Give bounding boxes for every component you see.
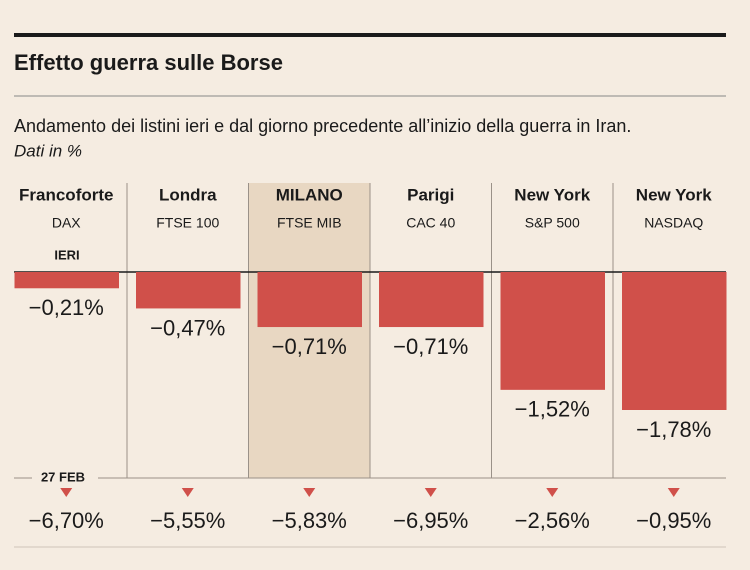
series-label-bg bbox=[32, 470, 98, 486]
value-label: −1,52% bbox=[515, 397, 590, 422]
category-label: Francoforte bbox=[19, 185, 113, 204]
bar bbox=[136, 272, 241, 309]
series-label: 27 FEB bbox=[41, 469, 85, 484]
series-label: IERI bbox=[54, 247, 79, 262]
value-label: −5,55% bbox=[150, 508, 225, 533]
value-label: −0,21% bbox=[29, 295, 104, 320]
bar bbox=[622, 272, 727, 410]
category-label: New York bbox=[636, 185, 712, 204]
bar bbox=[500, 272, 605, 390]
value-label: −6,95% bbox=[393, 508, 468, 533]
down-marker bbox=[60, 488, 73, 497]
category-label: New York bbox=[514, 185, 590, 204]
bar bbox=[257, 272, 362, 328]
value-label: −6,70% bbox=[29, 508, 104, 533]
category-label: Londra bbox=[159, 185, 217, 204]
value-label: −0,47% bbox=[150, 315, 225, 340]
subtitle: Andamento dei listini ieri e dal giorno … bbox=[14, 116, 631, 136]
bar bbox=[379, 272, 484, 328]
down-marker bbox=[424, 488, 437, 497]
index-label: FTSE 100 bbox=[156, 215, 219, 231]
value-label: −0,95% bbox=[636, 508, 711, 533]
index-label: FTSE MIB bbox=[277, 215, 342, 231]
category-label: MILANO bbox=[276, 185, 343, 204]
index-label: CAC 40 bbox=[406, 215, 455, 231]
category-label: Parigi bbox=[407, 185, 454, 204]
index-label: S&P 500 bbox=[525, 215, 580, 231]
down-marker bbox=[181, 488, 194, 497]
value-label: −5,83% bbox=[272, 508, 347, 533]
value-label: −0,71% bbox=[272, 334, 347, 359]
note: Dati in % bbox=[14, 141, 82, 160]
chart-title: Effetto guerra sulle Borse bbox=[14, 50, 283, 75]
bar bbox=[14, 272, 119, 289]
down-marker bbox=[667, 488, 680, 497]
value-label: −2,56% bbox=[515, 508, 590, 533]
value-label: −1,78% bbox=[636, 417, 711, 442]
index-label: DAX bbox=[52, 215, 81, 231]
highlight-column bbox=[248, 183, 370, 478]
down-marker bbox=[303, 488, 316, 497]
value-label: −0,71% bbox=[393, 334, 468, 359]
index-label: NASDAQ bbox=[644, 215, 703, 231]
top-rule bbox=[14, 33, 726, 37]
down-marker bbox=[546, 488, 559, 497]
